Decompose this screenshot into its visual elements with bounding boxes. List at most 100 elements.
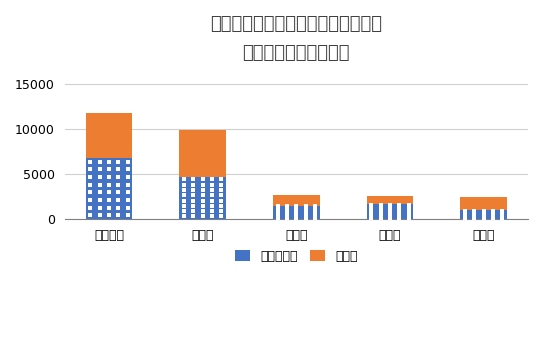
Point — [189, 203, 198, 209]
Point — [86, 159, 94, 164]
Point — [405, 206, 413, 212]
Point — [395, 208, 403, 213]
Point — [479, 209, 488, 215]
Point — [123, 205, 132, 210]
Point — [189, 193, 198, 198]
Point — [208, 177, 217, 182]
Point — [282, 204, 291, 209]
Point — [460, 214, 469, 219]
Point — [386, 215, 394, 221]
Point — [292, 215, 301, 221]
Point — [105, 182, 113, 188]
Point — [282, 210, 291, 216]
Point — [386, 212, 394, 217]
Point — [198, 177, 207, 182]
Point — [479, 210, 488, 216]
Point — [301, 209, 310, 214]
Point — [96, 166, 104, 172]
Point — [376, 202, 385, 208]
Point — [386, 202, 394, 208]
Point — [489, 209, 497, 215]
Point — [114, 174, 123, 180]
Point — [273, 209, 282, 214]
Point — [311, 209, 319, 214]
Point — [189, 187, 198, 193]
Point — [292, 205, 301, 211]
Point — [282, 209, 291, 214]
Point — [405, 213, 413, 219]
Point — [217, 198, 226, 203]
Point — [479, 216, 488, 221]
Point — [311, 204, 319, 209]
Point — [405, 204, 413, 209]
Point — [479, 212, 488, 218]
Point — [96, 159, 104, 164]
Point — [273, 207, 282, 213]
Point — [198, 203, 207, 209]
Point — [114, 189, 123, 195]
Point — [273, 210, 282, 216]
Point — [367, 215, 376, 221]
Point — [489, 211, 497, 217]
Point — [301, 207, 310, 213]
Point — [395, 215, 403, 221]
Point — [208, 193, 217, 198]
Point — [114, 166, 123, 172]
Point — [311, 210, 319, 216]
Point — [292, 207, 301, 213]
Point — [498, 208, 507, 214]
Point — [189, 208, 198, 214]
Point — [386, 209, 394, 215]
Point — [470, 211, 478, 217]
Point — [180, 193, 188, 198]
Point — [180, 182, 188, 188]
Point — [189, 177, 198, 182]
Point — [189, 198, 198, 203]
Point — [96, 174, 104, 180]
Point — [292, 209, 301, 214]
Point — [311, 212, 319, 218]
Point — [405, 212, 413, 217]
Bar — [367, 204, 413, 219]
Point — [376, 208, 385, 213]
Bar — [86, 158, 132, 219]
Point — [301, 214, 310, 219]
Point — [395, 212, 403, 217]
Point — [198, 187, 207, 193]
Point — [489, 216, 497, 221]
Point — [367, 212, 376, 217]
Point — [282, 214, 291, 219]
Point — [498, 215, 507, 220]
Point — [405, 209, 413, 215]
Point — [198, 182, 207, 188]
Point — [86, 174, 94, 180]
Point — [470, 215, 478, 220]
Point — [198, 208, 207, 214]
Point — [386, 206, 394, 212]
Point — [301, 212, 310, 218]
Point — [460, 208, 469, 214]
Point — [498, 209, 507, 215]
Point — [189, 182, 198, 188]
Point — [96, 182, 104, 188]
Point — [498, 211, 507, 217]
Point — [479, 214, 488, 219]
Point — [282, 215, 291, 221]
Point — [479, 211, 488, 217]
Point — [292, 210, 301, 216]
Point — [498, 212, 507, 218]
Point — [217, 208, 226, 214]
Point — [470, 216, 478, 221]
Point — [86, 213, 94, 218]
Point — [395, 206, 403, 212]
Point — [198, 193, 207, 198]
Point — [311, 205, 319, 211]
Point — [86, 205, 94, 210]
Point — [301, 215, 310, 221]
Point — [489, 214, 497, 219]
Point — [208, 198, 217, 203]
Point — [273, 215, 282, 221]
Point — [460, 211, 469, 217]
Point — [301, 204, 310, 209]
Bar — [273, 195, 320, 206]
